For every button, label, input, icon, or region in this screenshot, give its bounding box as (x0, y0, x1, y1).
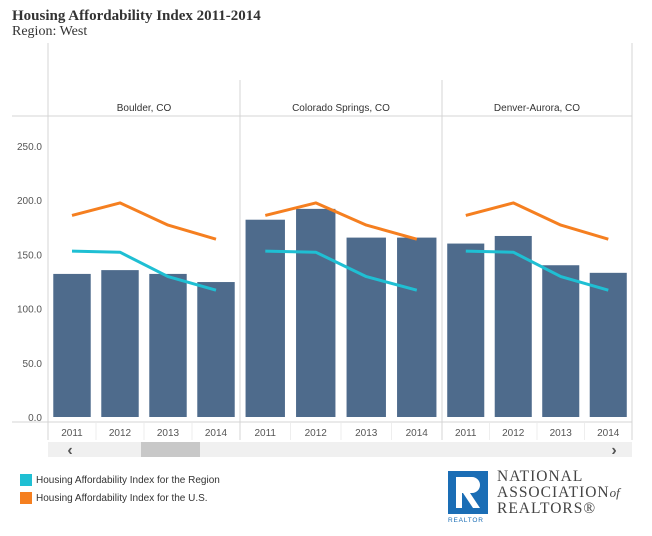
bar (346, 237, 386, 417)
y-tick-label: 0.0 (28, 413, 42, 424)
x-tick-label: 2012 (109, 428, 132, 439)
x-tick-label: 2013 (355, 428, 378, 439)
y-tick-label: 50.0 (23, 359, 43, 370)
x-tick-label: 2011 (254, 428, 276, 439)
bar (397, 237, 437, 417)
y-tick-label: 250.0 (17, 142, 42, 153)
line-us (264, 201, 418, 241)
y-tick-label: 100.0 (17, 305, 42, 316)
bar (149, 273, 187, 417)
legend-swatch-region (20, 474, 32, 486)
chart-title: Housing Affordability Index 2011-2014 (12, 8, 261, 24)
bar (296, 208, 336, 417)
x-tick-label: 2012 (502, 428, 525, 439)
horizontal-scrollbar[interactable] (48, 442, 632, 457)
bar (197, 282, 235, 417)
line-us (465, 201, 609, 241)
line-us (71, 201, 217, 241)
bar (494, 235, 532, 417)
logo-line3: REALTORS® (497, 500, 597, 517)
x-tick-label: 2014 (205, 428, 228, 439)
bar (53, 273, 91, 417)
line-region (71, 249, 217, 292)
bar (101, 270, 139, 417)
x-tick-label: 2014 (406, 428, 429, 439)
legend-swatch-us (20, 492, 32, 504)
chart-subtitle: Region: West (12, 24, 88, 39)
x-tick-label: 2013 (550, 428, 573, 439)
panel-header: Colorado Springs, CO (292, 103, 390, 114)
legend-label-region: Housing Affordability Index for the Regi… (36, 474, 220, 486)
x-tick-label: 2013 (157, 428, 180, 439)
line-region (465, 249, 609, 292)
logo-line1: NATIONAL (497, 468, 584, 485)
y-tick-label: 200.0 (17, 196, 42, 207)
scrollbar-thumb[interactable] (141, 442, 200, 457)
panel-header: Boulder, CO (117, 103, 172, 114)
panel-header: Denver-Aurora, CO (494, 103, 580, 114)
x-tick-label: 2011 (455, 428, 477, 439)
x-tick-label: 2011 (61, 428, 83, 439)
chevron-right-icon[interactable]: › (611, 442, 616, 459)
bar (447, 243, 485, 417)
x-tick-label: 2012 (305, 428, 328, 439)
bar (245, 219, 285, 417)
logo-of: of (609, 485, 620, 500)
legend-item-region[interactable]: Housing Affordability Index for the Regi… (20, 474, 220, 486)
legend-label-us: Housing Affordability Index for the U.S. (36, 492, 208, 504)
line-region (265, 249, 418, 292)
chevron-left-icon[interactable]: ‹ (67, 442, 72, 459)
y-tick-label: 150.0 (17, 250, 42, 261)
bar (589, 272, 627, 417)
logo-line2: ASSOCIATION (497, 484, 610, 501)
x-tick-label: 2014 (597, 428, 620, 439)
legend-item-us[interactable]: Housing Affordability Index for the U.S. (20, 492, 208, 504)
bar (542, 265, 580, 417)
